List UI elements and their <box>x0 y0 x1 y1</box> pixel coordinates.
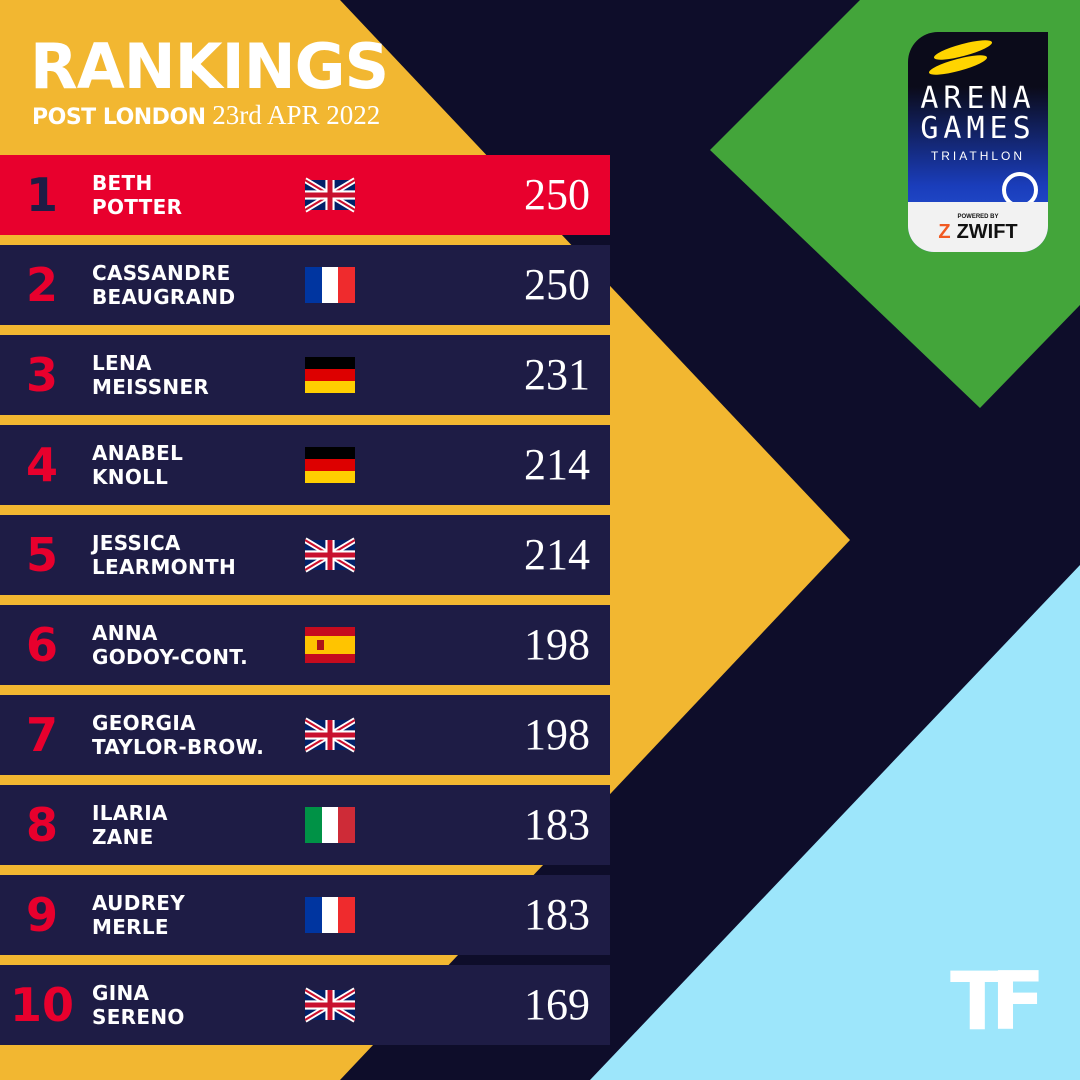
arena-games-logo: ARENA GAMES TRIATHLON POWERED BY Z ZWIFT <box>908 32 1048 252</box>
ranking-row: 7 GEORGIA TAYLOR-BROW. 198 <box>0 695 610 775</box>
france-flag-icon <box>305 897 355 933</box>
subtitle-event: POST LONDON <box>32 105 206 130</box>
subtitle-date: 23rd APR 2022 <box>212 100 381 130</box>
logo-line1: ARENA <box>920 81 1036 116</box>
athlete-name: ILARIA ZANE <box>92 801 168 849</box>
france-flag-icon <box>305 267 355 303</box>
page-subtitle: POST LONDON 23rd APR 2022 <box>32 100 380 131</box>
rank-number: 5 <box>25 528 58 582</box>
germany-flag-icon <box>305 357 355 393</box>
last-name: KNOLL <box>92 465 169 489</box>
rank-number: 9 <box>25 888 58 942</box>
first-name: ILARIA <box>92 801 168 825</box>
ranking-row: 6 ANNA GODOY-CONT. 198 <box>0 605 610 685</box>
ranking-row: 10 GINA SERENO 169 <box>0 965 610 1045</box>
first-name: CASSANDRE <box>92 261 231 285</box>
athlete-name: JESSICA LEARMONTH <box>92 531 236 579</box>
athlete-name: LENA MEISSNER <box>92 351 209 399</box>
first-name: ANABEL <box>92 441 184 465</box>
points: 250 <box>524 170 590 219</box>
logo-line2: GAMES <box>920 111 1036 146</box>
zwift-z-icon: Z <box>938 221 951 243</box>
points: 214 <box>524 440 590 489</box>
tf-logo: TF <box>950 955 1045 1048</box>
logo-line3: TRIATHLON <box>930 149 1026 163</box>
last-name: LEARMONTH <box>92 555 237 579</box>
sponsor-name: ZWIFT <box>956 221 1018 243</box>
ranking-row: 8 ILARIA ZANE 183 <box>0 785 610 865</box>
rank-number: 8 <box>25 798 58 852</box>
points: 231 <box>524 350 590 399</box>
athlete-name: AUDREY MERLE <box>92 891 185 939</box>
last-name: ZANE <box>92 825 154 849</box>
last-name: MEISSNER <box>92 375 210 399</box>
last-name: BEAUGRAND <box>92 285 236 309</box>
first-name: GINA <box>92 981 150 1005</box>
last-name: MERLE <box>92 915 169 939</box>
italy-flag-icon <box>305 807 355 843</box>
ranking-row: 4 ANABEL KNOLL 214 <box>0 425 610 505</box>
points: 198 <box>524 710 590 759</box>
uk-flag-icon <box>305 177 355 213</box>
powered-by-label: POWERED BY <box>957 214 999 220</box>
rank-number: 1 <box>25 168 58 222</box>
rank-number: 7 <box>25 708 58 762</box>
points: 183 <box>524 800 590 849</box>
ranking-row: 1 BETH POTTER 250 <box>0 155 610 235</box>
rank-number: 3 <box>25 348 58 402</box>
first-name: GEORGIA <box>92 711 196 735</box>
germany-flag-icon <box>305 447 355 483</box>
ranking-row: 3 LENA MEISSNER 231 <box>0 335 610 415</box>
athlete-name: CASSANDRE BEAUGRAND <box>92 261 235 309</box>
first-name: LENA <box>92 351 152 375</box>
ranking-row: 9 AUDREY MERLE 183 <box>0 875 610 955</box>
athlete-name: GINA SERENO <box>92 981 185 1029</box>
first-name: ANNA <box>92 621 158 645</box>
rank-number: 2 <box>25 258 58 312</box>
uk-flag-icon <box>305 537 355 573</box>
uk-flag-icon <box>305 717 355 753</box>
first-name: BETH <box>92 171 153 195</box>
ranking-row: 2 CASSANDRE BEAUGRAND 250 <box>0 245 610 325</box>
last-name: SERENO <box>92 1005 185 1029</box>
last-name: TAYLOR-BROW. <box>92 735 265 759</box>
first-name: AUDREY <box>92 891 186 915</box>
light-blue-triangle-shape <box>590 565 1080 1080</box>
points: 214 <box>524 530 590 579</box>
rank-number: 10 <box>9 978 74 1032</box>
logo-emblem-icon <box>928 40 993 75</box>
athlete-name: ANABEL KNOLL <box>92 441 183 489</box>
athlete-name: BETH POTTER <box>92 171 182 219</box>
points: 183 <box>524 890 590 939</box>
first-name: JESSICA <box>92 531 181 555</box>
last-name: GODOY-CONT. <box>92 645 249 669</box>
ranking-row: 5 JESSICA LEARMONTH 214 <box>0 515 610 595</box>
rank-number: 6 <box>25 618 58 672</box>
spain-flag-icon <box>305 627 355 663</box>
points: 169 <box>524 980 590 1029</box>
points: 198 <box>524 620 590 669</box>
points: 250 <box>524 260 590 309</box>
athlete-name: ANNA GODOY-CONT. <box>92 621 248 669</box>
page-title: RANKINGS <box>30 30 389 103</box>
uk-flag-icon <box>305 987 355 1023</box>
rank-number: 4 <box>25 438 58 492</box>
last-name: POTTER <box>92 195 183 219</box>
athlete-name: GEORGIA TAYLOR-BROW. <box>92 711 264 759</box>
